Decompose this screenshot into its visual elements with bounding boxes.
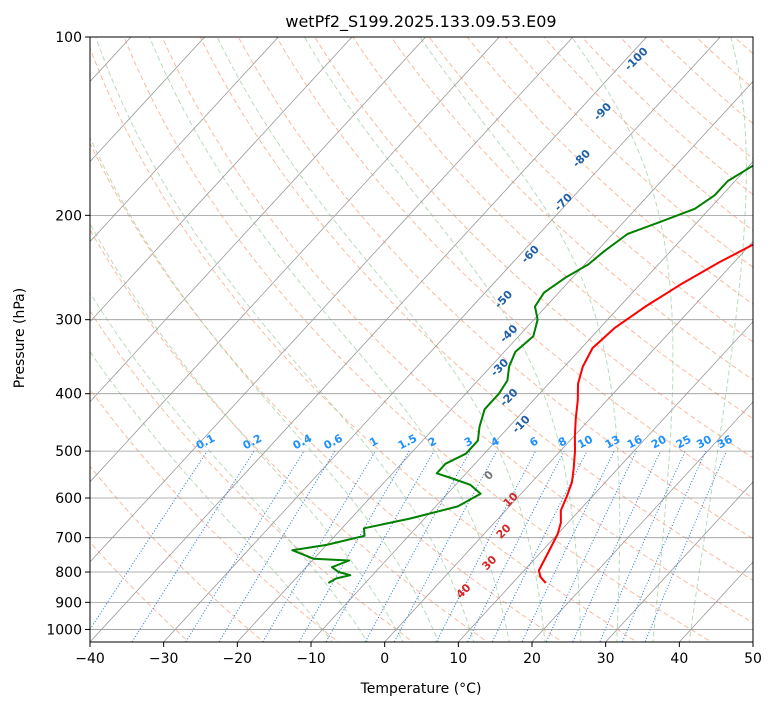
moist-adiabat-line xyxy=(148,37,510,642)
dry-adiabat-line xyxy=(90,388,340,642)
mixing-ratio-label: 20 xyxy=(649,433,669,452)
mixing-ratio-line xyxy=(298,450,410,642)
y-axis: 1000 900 800 700 600 500 400 300 200 100 xyxy=(46,30,90,638)
isotherm-line xyxy=(236,80,753,642)
isotherm-line xyxy=(531,401,753,642)
moist-adiabat-line xyxy=(95,37,475,642)
x-tick-label: 40 xyxy=(670,651,688,667)
y-tick-label: 600 xyxy=(55,491,82,507)
dry-adiabat-line xyxy=(199,37,753,581)
sounding-series xyxy=(291,164,753,584)
mixing-ratio-label: 13 xyxy=(603,433,623,452)
mixing-ratio-line xyxy=(521,450,615,642)
mixing-ratio-lines xyxy=(90,450,727,642)
mixing-ratio-line xyxy=(491,450,588,642)
moist-adiabat-line xyxy=(303,37,582,642)
x-axis-title: Temperature (°C) xyxy=(360,681,482,697)
isotherm-line xyxy=(90,37,648,642)
x-tick-label: −20 xyxy=(223,651,253,667)
temperature-profile-line xyxy=(537,243,753,584)
mixing-ratio-line xyxy=(131,450,255,642)
x-tick-label: −40 xyxy=(75,651,105,667)
isotherm-line xyxy=(163,37,721,642)
mixing-ratio-label: 16 xyxy=(625,433,645,452)
x-tick-label: −30 xyxy=(149,651,179,667)
moist-adiabats xyxy=(90,37,747,642)
y-tick-label: 900 xyxy=(55,595,82,611)
isotherm-line xyxy=(90,37,353,323)
isotherm-line xyxy=(310,160,753,642)
isotherm-line xyxy=(457,321,753,642)
x-tick-label: 50 xyxy=(744,651,762,667)
dewpoint-profile-line xyxy=(291,164,753,584)
x-tick-label: −10 xyxy=(296,651,326,667)
isotherm-line xyxy=(90,37,279,243)
dry-adiabat-line xyxy=(276,37,753,499)
moist-adiabat-line xyxy=(90,291,369,642)
isobars xyxy=(90,37,753,630)
isotherms xyxy=(90,37,753,642)
y-tick-label: 400 xyxy=(55,387,82,403)
chart-title: wetPf2_S199.2025.133.09.53.E09 xyxy=(285,12,556,32)
isotherm-line xyxy=(605,481,753,642)
isotherm-line xyxy=(384,241,753,642)
dry-adiabat-line xyxy=(123,37,713,642)
moist-adiabat-line xyxy=(90,136,440,642)
dry-adiabat-line xyxy=(90,228,489,642)
y-tick-label: 300 xyxy=(55,313,82,329)
isotherm-line xyxy=(90,37,427,403)
moist-adiabat-line xyxy=(571,37,674,642)
mixing-ratio-line xyxy=(325,450,435,642)
plot-frame xyxy=(89,36,754,643)
y-tick-label: 500 xyxy=(55,444,82,460)
mixing-ratio-line xyxy=(218,450,336,642)
dry-adiabat-line xyxy=(161,37,753,624)
moist-adiabat-line xyxy=(688,37,747,642)
mixing-ratio-line xyxy=(185,450,305,642)
y-tick-label: 100 xyxy=(55,30,82,46)
dry-adiabat-line xyxy=(90,465,265,642)
isotherm-line xyxy=(90,37,574,563)
mixing-ratio-label: 10 xyxy=(575,433,595,452)
y-tick-label: 700 xyxy=(55,531,82,547)
x-tick-label: 20 xyxy=(523,651,541,667)
y-tick-label: 1000 xyxy=(46,622,82,638)
mixing-ratio-line xyxy=(262,450,376,642)
x-tick-label: 10 xyxy=(449,651,467,667)
moist-adiabat-line xyxy=(90,350,333,642)
isotherm-line xyxy=(90,37,500,483)
dry-adiabat-line xyxy=(90,142,564,642)
mixing-ratio-line xyxy=(621,450,707,642)
dry-adiabats xyxy=(90,37,753,642)
y-tick-label: 800 xyxy=(55,565,82,581)
moist-adiabat-line xyxy=(90,222,404,642)
y-tick-label: 200 xyxy=(55,208,82,224)
mixing-ratio-label: 30 xyxy=(694,433,714,452)
moist-adiabat-line xyxy=(216,37,546,642)
x-tick-label: 30 xyxy=(597,651,615,667)
y-axis-title: Pressure (hPa) xyxy=(12,288,28,388)
x-tick-label: 0 xyxy=(380,651,389,667)
dry-adiabat-line xyxy=(352,37,753,420)
isotherm-line xyxy=(90,37,206,163)
moist-adiabat-line xyxy=(419,37,621,642)
mixing-ratio-label: 36 xyxy=(715,433,735,452)
mixing-ratio-label: 25 xyxy=(674,433,694,452)
x-axis: −40 −30 −20 −10 0 10 20 30 40 50 xyxy=(75,642,762,667)
dry-adiabat-line xyxy=(390,37,753,381)
